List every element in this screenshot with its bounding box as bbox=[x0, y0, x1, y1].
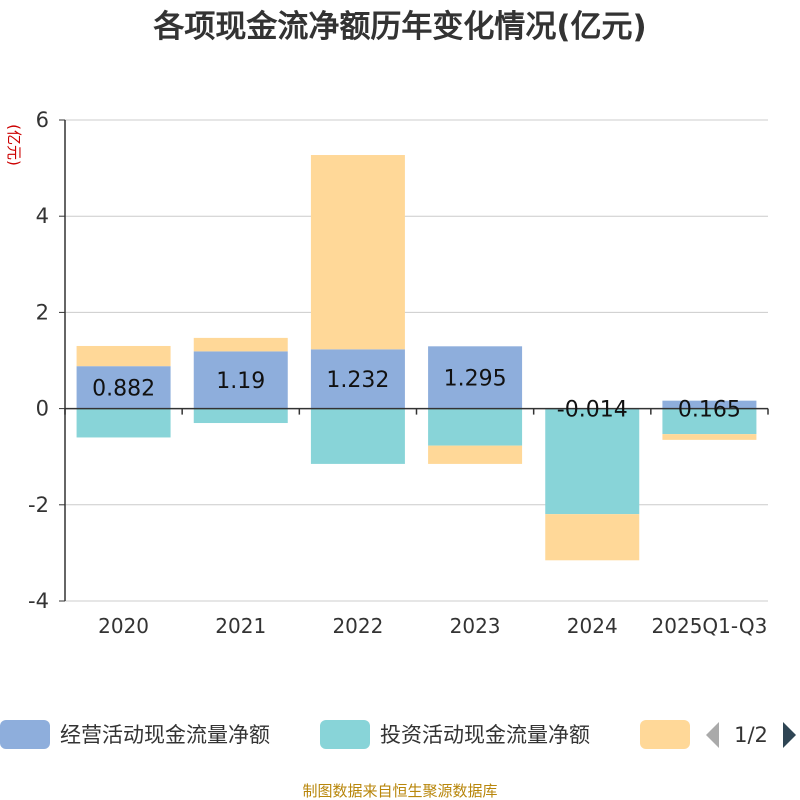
legend-swatch-1[interactable] bbox=[0, 720, 50, 749]
bar-2022-series-2[interactable] bbox=[310, 408, 405, 464]
y-tick-label: -4 bbox=[28, 589, 49, 613]
legend-swatch-3[interactable] bbox=[640, 720, 690, 749]
legend-label-1[interactable]: 经营活动现金流量净额 bbox=[60, 723, 270, 747]
y-tick-label: 6 bbox=[36, 108, 49, 132]
y-tick-label: 0 bbox=[36, 397, 49, 421]
legend-next-page-icon[interactable] bbox=[783, 722, 796, 748]
legend-swatch-2[interactable] bbox=[320, 720, 370, 749]
chart-title: 各项现金流净额历年变化情况(亿元) bbox=[152, 9, 646, 45]
data-labels: 0.882 1.19 1.232 1.295 -0.014 0.165 bbox=[92, 366, 741, 422]
legend-label-2[interactable]: 投资活动现金流量净额 bbox=[380, 723, 590, 747]
x-tick-label: 2022 bbox=[332, 614, 383, 638]
bar-2023-series-1[interactable] bbox=[428, 346, 523, 409]
x-tick-label: 2025Q1-Q3 bbox=[652, 614, 768, 638]
y-tick-label: -2 bbox=[28, 493, 49, 517]
x-tick-label: 2024 bbox=[567, 614, 618, 638]
bar-2022-series-3[interactable] bbox=[310, 155, 405, 350]
data-source-note: 制图数据来自恒生聚源数据库 bbox=[302, 782, 497, 800]
x-tick-label: 2020 bbox=[98, 614, 149, 638]
y-axis-ticks: 6 4 2 0 -2 -4 bbox=[28, 108, 65, 613]
bar-2025Q1-Q3-series-2[interactable] bbox=[662, 408, 757, 435]
bar-2024-series-3[interactable] bbox=[545, 514, 640, 561]
bar-2025Q1-Q3-series-1[interactable] bbox=[662, 400, 757, 409]
bar-2024-series-2[interactable] bbox=[545, 409, 640, 515]
bar-2022-series-1[interactable] bbox=[310, 349, 405, 409]
data-label: -0.014 bbox=[557, 398, 628, 423]
data-label: 1.232 bbox=[326, 368, 389, 393]
x-tick-label: 2023 bbox=[450, 614, 501, 638]
y-tick-label: 2 bbox=[36, 300, 49, 324]
data-label: 0.882 bbox=[92, 376, 155, 401]
bar-2021-series-1[interactable] bbox=[193, 351, 288, 409]
bar-group bbox=[76, 155, 757, 561]
data-label: 1.19 bbox=[216, 369, 265, 394]
bar-2020-series-3[interactable] bbox=[76, 345, 171, 367]
bar-2023-series-2[interactable] bbox=[428, 408, 523, 446]
x-tick-label: 2021 bbox=[215, 614, 266, 638]
bar-2021-series-2[interactable] bbox=[193, 408, 288, 424]
bar-2021-series-3[interactable] bbox=[193, 337, 288, 352]
legend-page-indicator: 1/2 bbox=[734, 723, 768, 747]
bar-2023-series-3[interactable] bbox=[428, 445, 523, 464]
x-axis-ticks: 2020 2021 2022 2023 2024 2025Q1-Q3 bbox=[98, 614, 767, 638]
axes bbox=[64, 120, 769, 601]
bar-2025Q1-Q3-series-3[interactable] bbox=[662, 434, 757, 440]
legend: 经营活动现金流量净额 投资活动现金流量净额 bbox=[0, 720, 690, 749]
bar-2020-series-1[interactable] bbox=[76, 366, 171, 409]
gridlines bbox=[65, 119, 768, 602]
data-label: 0.165 bbox=[678, 398, 741, 423]
y-tick-label: 4 bbox=[36, 204, 49, 228]
y-axis-unit-label: (亿元) bbox=[5, 124, 23, 166]
data-label: 1.295 bbox=[444, 366, 507, 391]
bar-2020-series-2[interactable] bbox=[76, 408, 171, 438]
legend-pager: 1/2 bbox=[706, 722, 796, 748]
legend-prev-page-icon[interactable] bbox=[706, 722, 719, 748]
